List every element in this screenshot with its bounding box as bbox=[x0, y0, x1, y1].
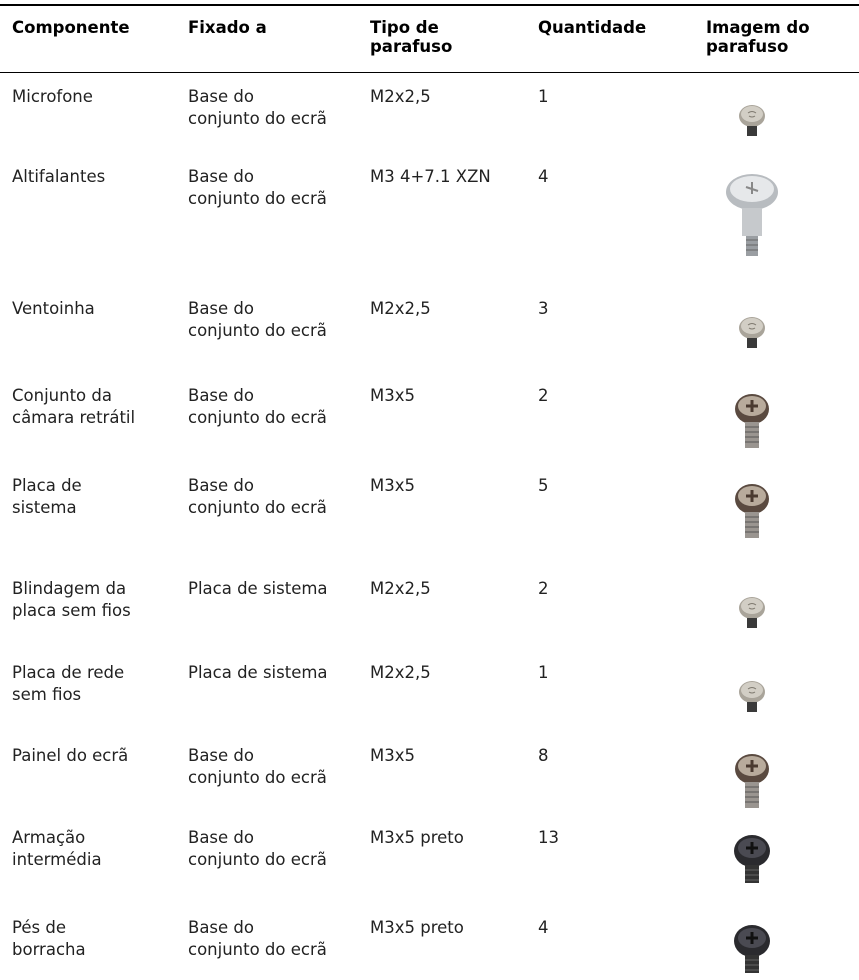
screw-image bbox=[739, 681, 765, 712]
table-cell: Base do conjunto do ecrã bbox=[188, 299, 327, 340]
table-cell: M3x5 bbox=[370, 746, 415, 765]
table-cell: M2x2,5 bbox=[370, 299, 431, 318]
table-cell: 13 bbox=[538, 828, 559, 847]
header-cell: Componente bbox=[12, 18, 130, 37]
table-cell: 1 bbox=[538, 663, 549, 682]
screw-image bbox=[735, 394, 769, 448]
screw-image bbox=[739, 317, 765, 348]
table-cell: Base do conjunto do ecrã bbox=[188, 918, 327, 959]
header-cell: Fixado a bbox=[188, 18, 267, 37]
table-cell: Placa de sistema bbox=[188, 663, 328, 682]
table-cell: Painel do ecrã bbox=[12, 746, 129, 765]
table-cell: M3x5 bbox=[370, 386, 415, 405]
table-cell: 8 bbox=[538, 746, 549, 765]
table-cell: M2x2,5 bbox=[370, 87, 431, 106]
header-cell: Tipo de parafuso bbox=[370, 18, 453, 56]
table-cell: Blindagem da placa sem fios bbox=[12, 579, 131, 620]
table-cell: 5 bbox=[538, 476, 549, 495]
table-cell: Base do conjunto do ecrã bbox=[188, 167, 327, 208]
header-cell: Imagem do parafuso bbox=[706, 18, 810, 56]
screw-image bbox=[735, 484, 769, 538]
table-cell: Placa de sistema bbox=[188, 579, 328, 598]
table-cell: Base do conjunto do ecrã bbox=[188, 746, 327, 787]
table-cell: Microfone bbox=[12, 87, 93, 106]
header-cell: Quantidade bbox=[538, 18, 647, 37]
table-cell: 1 bbox=[538, 87, 549, 106]
table-cell: M3x5 preto bbox=[370, 918, 464, 937]
table-cell: Base do conjunto do ecrã bbox=[188, 87, 327, 128]
screw-image bbox=[739, 105, 765, 136]
table-cell: Pés de borracha bbox=[12, 918, 86, 959]
table-cell: Base do conjunto do ecrã bbox=[188, 828, 327, 869]
header-rule bbox=[0, 72, 859, 73]
screw-image bbox=[734, 835, 770, 883]
table-cell: 4 bbox=[538, 167, 549, 186]
table-cell: 3 bbox=[538, 299, 549, 318]
table-cell: M3x5 bbox=[370, 476, 415, 495]
table-cell: Armação intermédia bbox=[12, 828, 102, 869]
table-cell: Conjunto da câmara retrátil bbox=[12, 386, 136, 427]
table-cell: Placa de rede sem fios bbox=[12, 663, 125, 704]
table-cell: M3 4+7.1 XZN bbox=[370, 167, 491, 186]
table-cell: 2 bbox=[538, 386, 549, 405]
screw-image bbox=[726, 174, 778, 256]
table-cell: 4 bbox=[538, 918, 549, 937]
screw-image bbox=[739, 597, 765, 628]
table-cell: Placa de sistema bbox=[12, 476, 82, 517]
table-cell: Base do conjunto do ecrã bbox=[188, 476, 327, 517]
table-cell: 2 bbox=[538, 579, 549, 598]
table-cell: M2x2,5 bbox=[370, 579, 431, 598]
table-cell: Altifalantes bbox=[12, 167, 106, 186]
screw-image bbox=[734, 925, 770, 973]
top-rule bbox=[0, 4, 859, 6]
table-cell: Base do conjunto do ecrã bbox=[188, 386, 327, 427]
screw-image bbox=[735, 754, 769, 808]
table-cell: M2x2,5 bbox=[370, 663, 431, 682]
table-cell: M3x5 preto bbox=[370, 828, 464, 847]
table-cell: Ventoinha bbox=[12, 299, 95, 318]
